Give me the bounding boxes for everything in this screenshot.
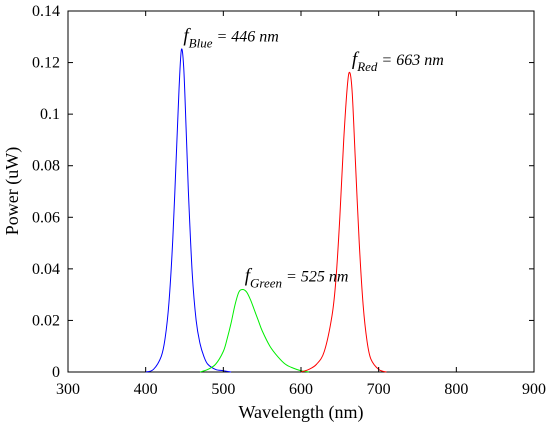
annotation-value: = 446 nm (213, 29, 279, 46)
peak-annotation: fBlue = 446 nm (183, 26, 278, 51)
annotation-variable: f (245, 265, 253, 286)
x-tick-label: 900 (522, 381, 546, 398)
y-tick-label: 0.12 (32, 55, 60, 72)
x-axis-title: Wavelength (nm) (238, 402, 363, 423)
annotation-subscript: Red (356, 59, 378, 74)
x-tick-label: 600 (289, 381, 313, 398)
series-layer (145, 48, 387, 373)
y-tick-label: 0.06 (32, 209, 60, 226)
y-tick-label: 0.02 (32, 312, 60, 329)
annotation-subscript: Green (250, 275, 282, 290)
annotation-subscript: Blue (189, 36, 213, 51)
series-line-1 (145, 48, 232, 373)
peak-annotation: fRed = 663 nm (352, 49, 444, 74)
x-tick-label: 300 (56, 381, 80, 398)
annotation-variable: f (183, 26, 191, 47)
plot-area (67, 10, 535, 373)
y-tick-label: 0.1 (40, 106, 60, 123)
y-tick-label: 0.08 (32, 158, 60, 175)
series-line-2 (199, 288, 309, 373)
y-axis-title: Power (uW) (2, 147, 23, 235)
y-tick-label: 0.04 (32, 261, 60, 278)
annotation-variable: f (352, 49, 360, 70)
x-tick-label: 700 (367, 381, 391, 398)
y-tick-label: 0.14 (32, 3, 60, 20)
peak-annotation: fGreen = 525 nm (245, 265, 349, 290)
y-tick-label: 0 (52, 364, 60, 381)
series-line-3 (300, 71, 387, 373)
x-tick-label: 500 (211, 381, 235, 398)
annotation-value: = 525 nm (282, 268, 348, 285)
annotation-value: = 663 nm (377, 52, 443, 69)
x-tick-label: 400 (134, 381, 158, 398)
x-tick-label: 800 (444, 381, 468, 398)
ticks-layer: 300 400 500 600 700 800 900 0 0.02 0.04 0.06 0.08 0.… (32, 3, 546, 398)
